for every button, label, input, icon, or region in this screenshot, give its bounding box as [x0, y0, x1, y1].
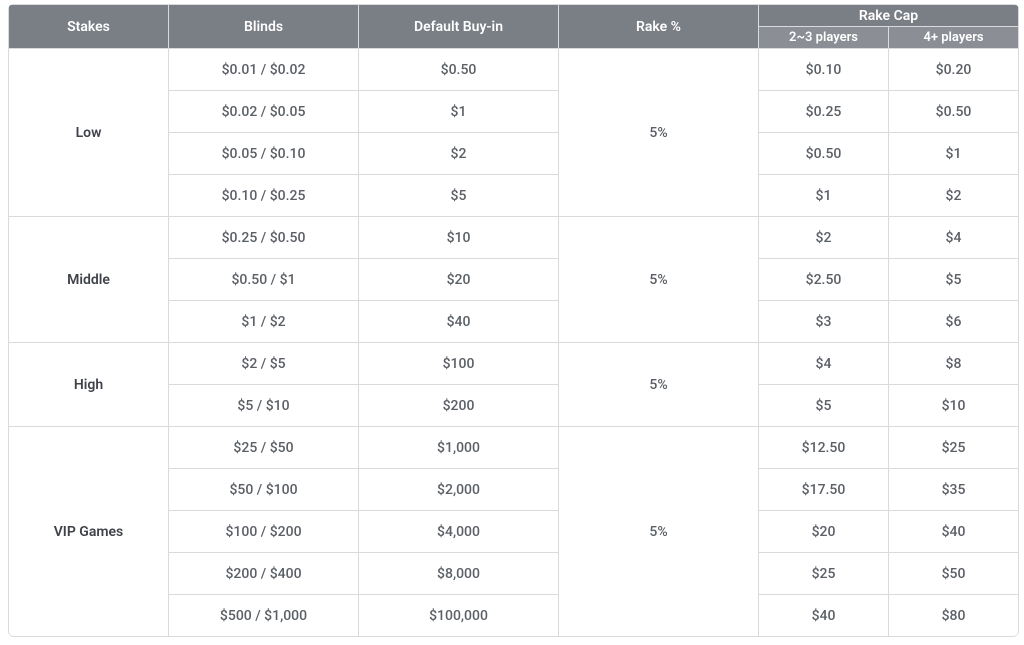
cap-4p-cell: $25 [889, 427, 1019, 469]
cap-4p-cell: $40 [889, 511, 1019, 553]
blinds-cell: $1 / $2 [169, 301, 359, 343]
col-rakecap: Rake Cap [759, 5, 1019, 27]
cap-4p-cell: $5 [889, 259, 1019, 301]
buyin-cell: $200 [359, 385, 559, 427]
blinds-cell: $200 / $400 [169, 553, 359, 595]
cap-4p-cell: $50 [889, 553, 1019, 595]
cap-4p-cell: $0.20 [889, 49, 1019, 91]
buyin-cell: $0.50 [359, 49, 559, 91]
buyin-cell: $4,000 [359, 511, 559, 553]
cap-2-3-cell: $2 [759, 217, 889, 259]
buyin-cell: $8,000 [359, 553, 559, 595]
table-row: Low$0.01 / $0.02$0.505%$0.10$0.20 [9, 49, 1019, 91]
cap-4p-cell: $80 [889, 595, 1019, 637]
cap-4p-cell: $0.50 [889, 91, 1019, 133]
col-blinds: Blinds [169, 5, 359, 49]
blinds-cell: $0.01 / $0.02 [169, 49, 359, 91]
rake-cell: 5% [559, 217, 759, 343]
buyin-cell: $10 [359, 217, 559, 259]
blinds-cell: $0.25 / $0.50 [169, 217, 359, 259]
cap-4p-cell: $1 [889, 133, 1019, 175]
cap-4p-cell: $35 [889, 469, 1019, 511]
cap-2-3-cell: $0.10 [759, 49, 889, 91]
cap-2-3-cell: $20 [759, 511, 889, 553]
buyin-cell: $1 [359, 91, 559, 133]
rake-cell: 5% [559, 49, 759, 217]
stakes-cell: Middle [9, 217, 169, 343]
cap-4p-cell: $2 [889, 175, 1019, 217]
table-row: Middle$0.25 / $0.50$105%$2$4 [9, 217, 1019, 259]
cap-2-3-cell: $4 [759, 343, 889, 385]
table-row: VIP Games$25 / $50$1,0005%$12.50$25 [9, 427, 1019, 469]
cap-4p-cell: $8 [889, 343, 1019, 385]
blinds-cell: $2 / $5 [169, 343, 359, 385]
buyin-cell: $100,000 [359, 595, 559, 637]
cap-2-3-cell: $5 [759, 385, 889, 427]
col-stakes: Stakes [9, 5, 169, 49]
col-rake: Rake % [559, 5, 759, 49]
cap-2-3-cell: $3 [759, 301, 889, 343]
col-rakecap-4p: 4+ players [889, 27, 1019, 49]
blinds-cell: $0.05 / $0.10 [169, 133, 359, 175]
blinds-cell: $5 / $10 [169, 385, 359, 427]
buyin-cell: $2 [359, 133, 559, 175]
cap-2-3-cell: $12.50 [759, 427, 889, 469]
table-header: Stakes Blinds Default Buy-in Rake % Rake… [9, 5, 1019, 49]
buyin-cell: $2,000 [359, 469, 559, 511]
cap-2-3-cell: $25 [759, 553, 889, 595]
cap-2-3-cell: $17.50 [759, 469, 889, 511]
cap-4p-cell: $4 [889, 217, 1019, 259]
col-buyin: Default Buy-in [359, 5, 559, 49]
buyin-cell: $40 [359, 301, 559, 343]
cap-2-3-cell: $2.50 [759, 259, 889, 301]
rake-cell: 5% [559, 427, 759, 637]
stakes-cell: Low [9, 49, 169, 217]
col-rakecap-2-3: 2~3 players [759, 27, 889, 49]
blinds-cell: $0.02 / $0.05 [169, 91, 359, 133]
rake-table: Stakes Blinds Default Buy-in Rake % Rake… [8, 4, 1019, 637]
blinds-cell: $0.10 / $0.25 [169, 175, 359, 217]
table-wrapper: Stakes Blinds Default Buy-in Rake % Rake… [0, 0, 1024, 645]
rake-cell: 5% [559, 343, 759, 427]
cap-4p-cell: $10 [889, 385, 1019, 427]
table-body: Low$0.01 / $0.02$0.505%$0.10$0.20$0.02 /… [9, 49, 1019, 637]
blinds-cell: $50 / $100 [169, 469, 359, 511]
table-row: High$2 / $5$1005%$4$8 [9, 343, 1019, 385]
stakes-cell: High [9, 343, 169, 427]
blinds-cell: $500 / $1,000 [169, 595, 359, 637]
cap-2-3-cell: $40 [759, 595, 889, 637]
buyin-cell: $100 [359, 343, 559, 385]
buyin-cell: $1,000 [359, 427, 559, 469]
cap-4p-cell: $6 [889, 301, 1019, 343]
blinds-cell: $25 / $50 [169, 427, 359, 469]
cap-2-3-cell: $0.50 [759, 133, 889, 175]
cap-2-3-cell: $1 [759, 175, 889, 217]
stakes-cell: VIP Games [9, 427, 169, 637]
blinds-cell: $100 / $200 [169, 511, 359, 553]
buyin-cell: $5 [359, 175, 559, 217]
blinds-cell: $0.50 / $1 [169, 259, 359, 301]
cap-2-3-cell: $0.25 [759, 91, 889, 133]
buyin-cell: $20 [359, 259, 559, 301]
